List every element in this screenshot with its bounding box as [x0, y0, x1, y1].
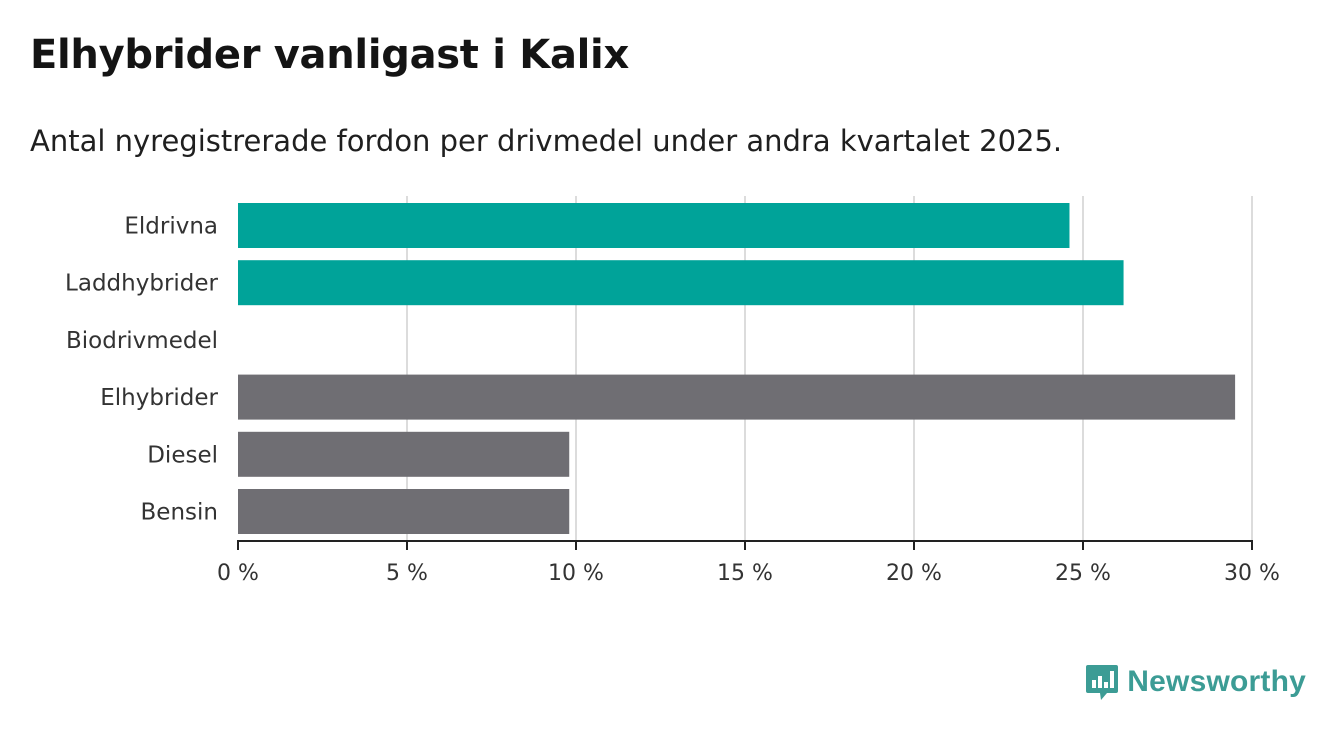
bar-bensin	[238, 489, 570, 534]
category-label: Diesel	[147, 442, 218, 468]
bar-diesel	[238, 431, 570, 477]
x-axis: 0 % 5 % 10 % 15 % 20 % 25 % 30 %	[217, 540, 1280, 586]
newsworthy-brand: Newsworthy	[1085, 663, 1306, 701]
bar-laddhybrider	[238, 260, 1124, 306]
x-tick-label: 5 %	[386, 561, 428, 586]
x-tick-label: 25 %	[1055, 561, 1111, 586]
x-tick-label: 10 %	[548, 561, 604, 586]
chart-title: Elhybrider vanligast i Kalix	[30, 32, 629, 78]
x-tick-label: 0 %	[217, 561, 259, 586]
category-label: Eldrivna	[124, 214, 218, 240]
bars	[238, 203, 1236, 534]
category-label: Elhybrider	[100, 385, 218, 411]
grid-lines	[406, 196, 1253, 541]
x-tick-label: 15 %	[717, 561, 773, 586]
x-tick-label: 30 %	[1224, 561, 1280, 586]
chart-subtitle: Antal nyregistrerade fordon per drivmede…	[30, 124, 1063, 158]
brand-name: Newsworthy	[1127, 665, 1306, 698]
category-label: Biodrivmedel	[66, 328, 218, 354]
bar-eldrivna	[238, 203, 1070, 248]
x-tick-label: 20 %	[886, 561, 942, 586]
category-label: Laddhybrider	[65, 271, 218, 297]
bar-elhybrider	[238, 374, 1236, 420]
newsworthy-logo-icon	[1086, 665, 1119, 700]
category-label: Bensin	[141, 500, 218, 526]
category-labels: Eldrivna Laddhybrider Biodrivmedel Elhybrid…	[65, 214, 218, 526]
